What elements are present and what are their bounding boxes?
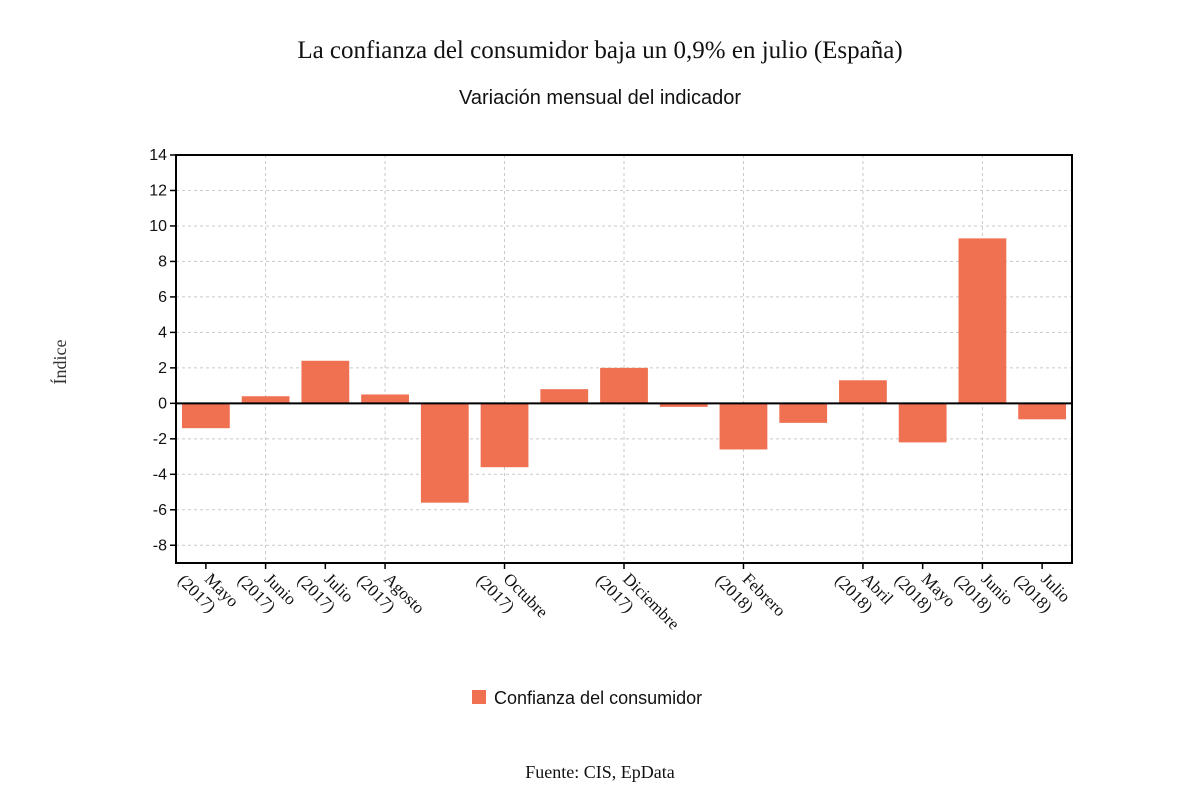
bar [898,403,947,443]
x-tick-label: Junio(2017) [234,557,300,623]
y-tick-label: 10 [149,218,167,235]
chart-title: La confianza del consumidor baja un 0,9%… [297,37,902,64]
x-tick-label: Diciembre(2017) [592,557,683,648]
y-tick-label: -2 [153,431,167,448]
chart-subtitle: Variación mensual del indicador [459,87,741,109]
x-tick-label: Mayo(2017) [174,557,242,625]
y-tick-label: 12 [149,182,167,199]
x-tick-label: Febrero(2018) [712,557,790,635]
bar [779,403,828,423]
x-tick-label: Abril(2018) [831,557,897,623]
bar [1018,403,1067,420]
x-axis-ticks: Mayo(2017) Junio(2017) Julio(2017) Agosto(2… [174,557,1074,648]
y-tick-label: 6 [158,289,167,306]
legend-label: Confianza del consumidor [494,688,702,708]
y-tick-label: -8 [153,537,167,554]
y-axis-ticks: 14 12 10 8 6 4 2 0 -2 -4 -6 -8 [149,147,176,554]
bar [241,396,290,404]
y-tick-label: 0 [158,395,167,412]
bar [420,403,469,503]
bar [600,367,648,404]
legend: Confianza del consumidor [472,688,702,708]
x-tick-label: Junio(2018) [951,557,1017,623]
bar [480,403,529,468]
bar [659,403,708,407]
bar [719,403,768,450]
y-tick-label: 14 [149,147,167,164]
x-tick-label: Octubre(2017) [473,557,552,636]
bar [361,394,409,404]
bar [958,238,1007,404]
grid [176,154,1072,563]
y-tick-label: -4 [153,466,167,483]
y-axis-label: Índice [49,340,70,385]
legend-swatch [472,690,486,704]
bar [839,380,887,404]
bar [181,403,230,429]
bars [181,238,1067,503]
x-tick-label: Agosto(2017) [353,557,428,632]
bar [540,389,589,404]
y-tick-label: 4 [158,324,167,341]
x-tick-label: Mayo(2018) [891,557,959,625]
y-tick-label: 8 [158,253,167,270]
y-tick-label: 2 [158,360,167,377]
source-note: Fuente: CIS, EpData [525,762,674,782]
y-tick-label: -6 [153,502,167,519]
bar [301,360,350,404]
